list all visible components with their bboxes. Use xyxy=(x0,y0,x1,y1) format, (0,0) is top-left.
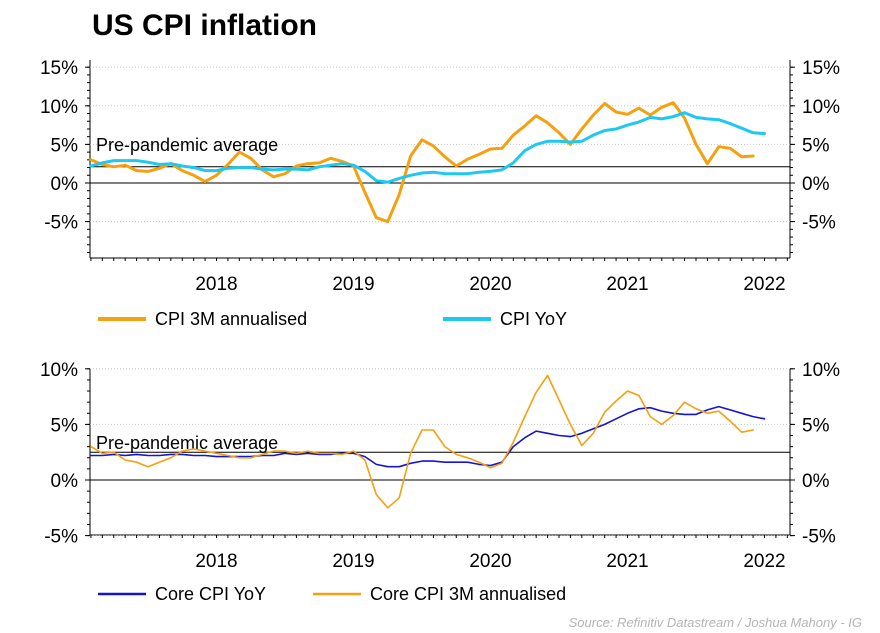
x-tick-label: 2022 xyxy=(743,274,785,295)
annotation-label: Pre-pandemic average xyxy=(96,135,278,155)
y-tick-label-right: 15% xyxy=(802,58,840,79)
x-tick-label: 2021 xyxy=(606,551,648,572)
series-line-2 xyxy=(89,111,766,184)
series-line-1 xyxy=(89,101,755,224)
x-tick-label: 2020 xyxy=(469,274,511,295)
y-tick-label-right: 0% xyxy=(802,174,830,195)
y-tick-label-left: -5% xyxy=(44,213,78,234)
x-tick-label: 2022 xyxy=(743,551,785,572)
x-tick-label: 2018 xyxy=(195,551,237,572)
y-tick-label-left: -5% xyxy=(44,527,78,548)
series-line-2 xyxy=(90,374,754,509)
legend-label: Core CPI 3M annualised xyxy=(370,584,566,604)
y-tick-label-right: 10% xyxy=(802,360,840,381)
x-tick-label: 2021 xyxy=(606,274,648,295)
chart-panel-1: 15% 15% 10% 10% 5% 5% 0% 0% -5% -5% 2018 2019 2020 20… xyxy=(40,58,840,329)
source-note: Source: Refinitiv Datastream / Joshua Ma… xyxy=(569,615,862,630)
y-tick-label-right: 5% xyxy=(802,415,830,436)
y-tick-label-left: 10% xyxy=(40,97,78,118)
y-tick-label-left: 5% xyxy=(51,415,79,436)
y-tick-label-right: 0% xyxy=(802,471,830,492)
legend-label: CPI YoY xyxy=(500,309,567,329)
y-tick-label-left: 5% xyxy=(51,135,79,156)
y-tick-label-left: 0% xyxy=(51,471,79,492)
x-tick-label: 2018 xyxy=(195,274,237,295)
y-tick-label-left: 10% xyxy=(40,360,78,381)
legend-label: CPI 3M annualised xyxy=(155,309,307,329)
y-tick-label-right: 10% xyxy=(802,97,840,118)
x-tick-label: 2019 xyxy=(332,274,374,295)
chart-title: US CPI inflation xyxy=(92,9,317,42)
chart-panel-2: 10% 10% 5% 5% 0% 0% -5% -5% 2018 2019 2020 2021 2022… xyxy=(40,360,840,604)
x-tick-label: 2019 xyxy=(332,551,374,572)
y-tick-label-right: -5% xyxy=(802,527,836,548)
annotation-label: Pre-pandemic average xyxy=(96,433,278,453)
legend-label: Core CPI YoY xyxy=(155,584,266,604)
y-tick-label-left: 15% xyxy=(40,58,78,79)
y-tick-label-right: 5% xyxy=(802,135,830,156)
y-tick-label-right: -5% xyxy=(802,213,836,234)
series-line-1 xyxy=(90,405,766,468)
x-tick-label: 2020 xyxy=(469,551,511,572)
y-tick-label-left: 0% xyxy=(51,174,79,195)
